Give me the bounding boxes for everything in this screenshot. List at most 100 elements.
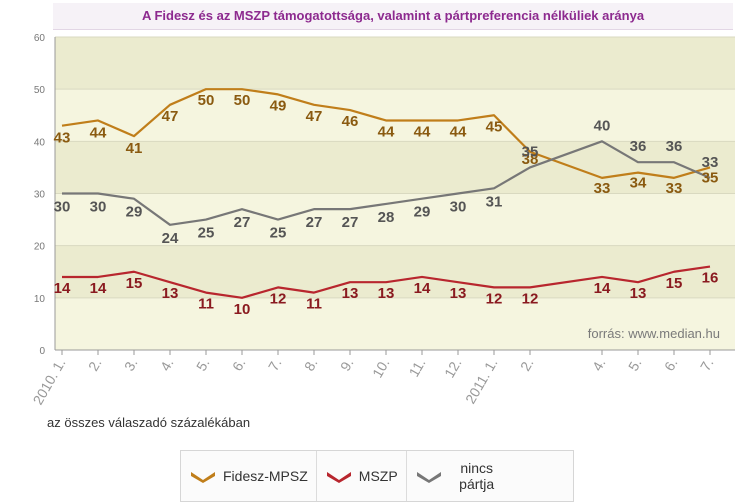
y-tick-label: 20 <box>34 242 46 253</box>
data-label-fidesz: 46 <box>342 113 359 130</box>
data-label-nincs: 30 <box>54 199 71 216</box>
x-tick-label: 4. <box>589 356 609 374</box>
series-line-fidesz <box>61 88 711 179</box>
data-label-fidesz: 38 <box>522 151 539 168</box>
data-label-mszp: 15 <box>666 275 683 292</box>
x-tick-label: 6. <box>661 356 681 374</box>
data-label-nincs: 36 <box>630 138 647 155</box>
x-tick-label: 9. <box>337 356 357 374</box>
data-label-mszp: 10 <box>234 301 251 318</box>
line-chart: 0 10 20 30 40 50 60 2010. 1. 2. 3. 4. 5. 6. 7. 8. 9. 10.… <box>29 33 735 430</box>
data-label-mszp: 14 <box>594 280 611 297</box>
legend-item-nincs: nincs pártja <box>407 451 513 501</box>
data-label-mszp: 13 <box>162 285 179 302</box>
chevron-icon <box>191 472 215 483</box>
x-tick-label: 2. <box>517 356 537 374</box>
data-label-fidesz: 34 <box>630 175 647 192</box>
data-label-nincs: 25 <box>270 225 287 242</box>
x-tick-label: 6. <box>229 356 249 374</box>
data-label-fidesz: 43 <box>54 130 71 147</box>
data-label-nincs: 24 <box>162 230 179 247</box>
x-tick-label: 5. <box>625 356 645 374</box>
legend-item-mszp: MSZP <box>317 451 407 501</box>
data-label-nincs: 27 <box>306 214 323 231</box>
data-label-fidesz: 47 <box>162 108 179 125</box>
y-tick-label: 60 <box>34 33 46 44</box>
chevron-icon <box>326 472 351 483</box>
chart-title: A Fidesz és az MSZP támogatottsága, vala… <box>141 8 645 23</box>
plot-band <box>55 193 735 246</box>
data-label-fidesz: 44 <box>378 123 395 140</box>
data-label-nincs: 30 <box>90 199 107 216</box>
series-line-mszp <box>62 265 711 299</box>
data-label-nincs: 29 <box>126 204 143 221</box>
data-label-mszp: 12 <box>270 290 287 307</box>
data-label-mszp: 12 <box>486 290 503 307</box>
x-tick-label: 4. <box>157 356 177 374</box>
data-label-mszp: 11 <box>198 296 214 313</box>
data-label-fidesz: 47 <box>306 108 323 125</box>
x-axis-label: az összes válaszadó százalékában <box>47 415 250 430</box>
data-label-mszp: 13 <box>450 285 467 302</box>
data-label-fidesz: 44 <box>90 124 107 141</box>
y-tick-label: 50 <box>34 85 46 96</box>
x-tick-label: 3. <box>121 356 141 374</box>
data-label-nincs: 27 <box>234 214 251 231</box>
data-label-mszp: 14 <box>90 280 107 297</box>
data-label-nincs: 29 <box>414 204 431 221</box>
y-tick-label: 0 <box>39 346 45 357</box>
legend-label-nincs: nincs pártja <box>459 460 495 492</box>
plot-band <box>55 141 735 194</box>
x-tick-label: 12. <box>441 356 465 381</box>
legend-label-fidesz: Fidesz-MPSZ <box>223 468 308 484</box>
y-tick-label: 30 <box>34 190 46 201</box>
data-label-fidesz: 50 <box>198 92 215 109</box>
data-label-fidesz: 50 <box>234 92 251 109</box>
chevron-icon <box>416 472 441 483</box>
data-label-mszp: 13 <box>342 285 359 302</box>
chart-title-bar: A Fidesz és az MSZP támogatottsága, vala… <box>53 3 733 30</box>
plot-band <box>55 37 735 90</box>
x-tick-label: 11. <box>406 356 429 380</box>
series-line-nincs <box>62 140 711 226</box>
data-label-nincs: 25 <box>198 225 215 242</box>
chart-legend: Fidesz-MPSZ MSZP nincs pártja <box>180 450 574 502</box>
data-label-mszp: 13 <box>630 285 647 302</box>
x-tick-label: 2010. 1. <box>29 356 68 408</box>
data-label-mszp: 15 <box>126 275 143 292</box>
data-label-fidesz: 45 <box>486 118 503 135</box>
plot-band <box>55 89 735 142</box>
data-label-mszp: 12 <box>522 290 539 307</box>
x-tick-label: 2. <box>85 356 105 374</box>
source-note: forrás: www.median.hu <box>588 326 720 341</box>
y-tick-label: 40 <box>34 137 46 148</box>
data-label-nincs: 27 <box>342 214 359 231</box>
x-tick-label: 5. <box>193 356 213 374</box>
plot-band <box>55 297 735 350</box>
data-label-nincs: 28 <box>378 209 395 226</box>
data-label-fidesz: 35 <box>702 169 719 186</box>
x-tick-label: 7. <box>265 356 285 374</box>
data-label-fidesz: 41 <box>126 140 143 157</box>
legend-label-mszp: MSZP <box>358 468 398 484</box>
data-label-nincs: 30 <box>450 199 467 216</box>
data-label-nincs: 33 <box>702 154 719 171</box>
data-label-mszp: 14 <box>54 280 71 297</box>
data-label-mszp: 14 <box>414 280 431 297</box>
legend-item-fidesz: Fidesz-MPSZ <box>181 451 317 501</box>
data-label-mszp: 11 <box>306 296 322 313</box>
data-label-fidesz: 44 <box>414 123 431 140</box>
x-tick-label: 8. <box>301 356 321 374</box>
data-label-nincs: 31 <box>486 193 503 210</box>
x-tick-label: 2011. 1. <box>462 356 501 407</box>
plot-band <box>55 245 735 298</box>
data-label-fidesz: 33 <box>666 180 683 197</box>
x-tick-label: 10. <box>369 356 393 381</box>
data-label-mszp: 16 <box>702 270 719 287</box>
x-tick-label: 7. <box>697 356 717 374</box>
data-label-nincs: 35 <box>522 143 539 160</box>
data-label-fidesz: 44 <box>450 123 467 140</box>
data-label-fidesz: 33 <box>594 180 611 197</box>
data-label-nincs: 40 <box>594 117 611 134</box>
y-tick-label: 10 <box>34 294 46 305</box>
